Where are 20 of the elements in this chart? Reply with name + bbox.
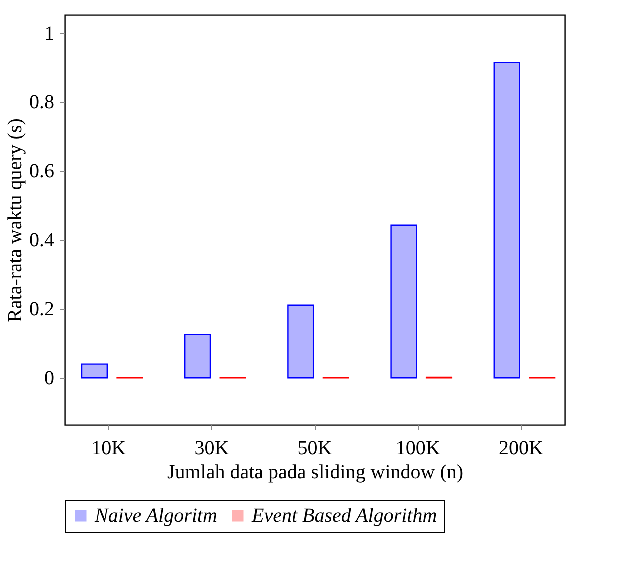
x-tick-label: 100K: [396, 438, 441, 460]
x-axis-title: Jumlah data pada sliding window (n): [167, 462, 464, 484]
bar: [81, 364, 108, 379]
x-tick-label: 30K: [194, 438, 230, 460]
bar: [184, 334, 212, 379]
legend-label: Event Based Algorithm: [251, 505, 438, 527]
y-tick-label: 0.2: [30, 298, 54, 321]
bar: [390, 224, 418, 379]
y-tick-label: 0: [44, 368, 54, 390]
y-tick-label: 0.4: [30, 230, 54, 252]
legend-label: Naive Algoritm: [94, 505, 218, 527]
bar: [494, 62, 520, 379]
y-tick-label: 0.6: [30, 160, 54, 183]
x-tick-label: 10K: [92, 438, 127, 460]
x-tick-label: 200K: [498, 438, 544, 460]
y-axis-title: Rata-rata waktu query (s): [4, 118, 26, 322]
y-tick-label: 0.8: [30, 92, 54, 114]
x-tick-label: 50K: [298, 438, 333, 460]
y-tick-label: 1: [44, 22, 54, 45]
bar: [288, 304, 314, 379]
